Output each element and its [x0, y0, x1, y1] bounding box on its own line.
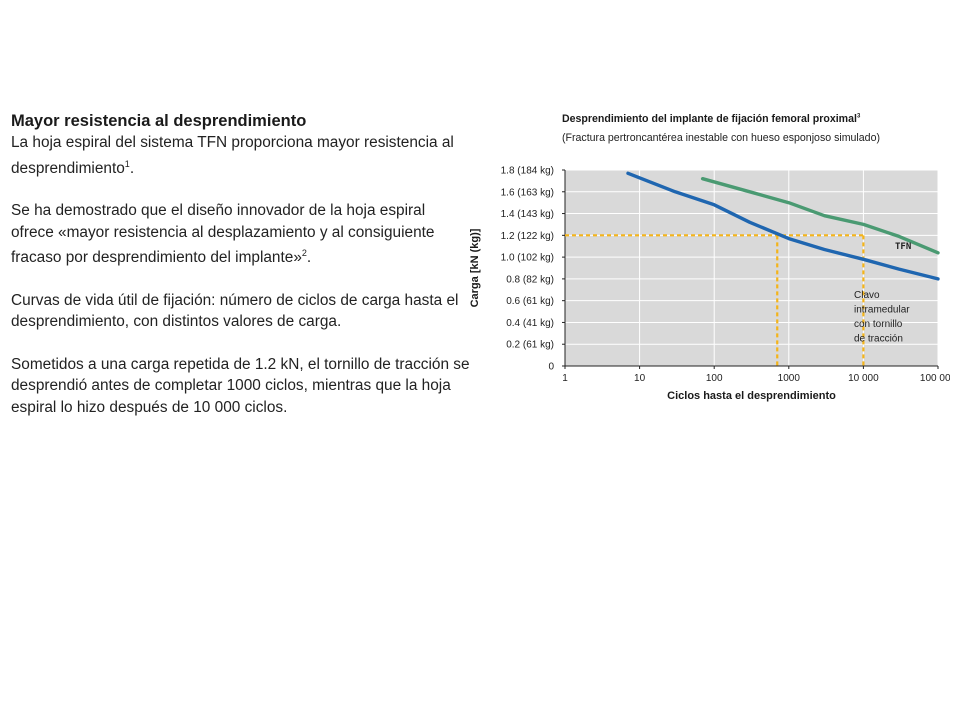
paragraph-3: Curvas de vida útil de fijación: número … [11, 291, 459, 331]
y-tick-label: 0.6 (61 kg) [506, 296, 554, 307]
y-tick-label: 0.4 (41 kg) [506, 318, 554, 329]
paragraph-1: La hoja espiral del sistema TFN proporci… [11, 132, 471, 179]
paragraph-2-end: . [306, 249, 312, 267]
series-label-clavo-line: Clavo [854, 290, 880, 301]
paragraph-1-end: . [129, 159, 135, 177]
y-tick-label: 1.4 (143 kg) [501, 209, 554, 220]
x-tick-label: 100 [706, 373, 723, 384]
series-label-tfn: TFN [895, 242, 911, 252]
paragraph-4: Sometidos a una carga repetida de 1.2 kN… [11, 355, 470, 416]
x-tick-label: 10 000 [848, 373, 879, 384]
plot-background [565, 170, 938, 366]
chart-title-text: Desprendimiento del implante de fijación… [562, 113, 857, 125]
series-label-clavo-line: con tornillo [854, 319, 903, 330]
chart-container: Desprendimiento del implante de fijación… [460, 110, 950, 410]
text-column: Mayor resistencia al desprendimiento La … [11, 110, 471, 439]
chart-subtitle: (Fractura pertroncantérea inestable con … [562, 132, 880, 144]
y-tick-label: 1.0 (102 kg) [501, 253, 554, 264]
series-line-tfn [700, 177, 940, 255]
y-tick-label: 0.2 (61 kg) [506, 340, 554, 351]
footnote-ref-2: 2 [301, 248, 307, 259]
x-axis-label: Ciclos hasta el desprendimiento [667, 390, 836, 402]
footnote-ref-1: 1 [124, 158, 130, 169]
y-tick-label: 0.8 (82 kg) [506, 274, 554, 285]
y-axis-label: Carga [kN (kg)] [469, 228, 481, 307]
paragraph-2-text: Se ha demostrado que el diseño innovador… [11, 202, 435, 267]
series-label-clavo-line: intramedular [854, 305, 910, 316]
paragraph-1-text: La hoja espiral del sistema TFN proporci… [11, 134, 454, 177]
x-tick-label: 1 [562, 373, 568, 384]
series-line-clavo [626, 171, 940, 281]
y-tick-label: 0 [548, 362, 554, 373]
y-tick-label: 1.8 (184 kg) [501, 166, 554, 177]
chart-svg: 0 0.2 (61 kg) 0.4 (41 kg) 0.6 (61 kg) 0.8 (8… [469, 166, 950, 403]
section-heading: Mayor resistencia al desprendimiento [11, 112, 307, 130]
x-tick-label: 1000 [778, 373, 801, 384]
y-tick-label: 1.6 (163 kg) [501, 187, 554, 198]
chart-title-footnote: 3 [856, 113, 861, 120]
series-label-clavo-line: de tracción [854, 334, 903, 345]
chart-title: Desprendimiento del implante de fijación… [562, 113, 860, 125]
x-tick-label: 100 000 [920, 373, 950, 384]
x-tick-label: 10 [634, 373, 646, 384]
paragraph-2: Se ha demostrado que el diseño innovador… [11, 200, 471, 269]
y-tick-label: 1.2 (122 kg) [501, 231, 554, 242]
